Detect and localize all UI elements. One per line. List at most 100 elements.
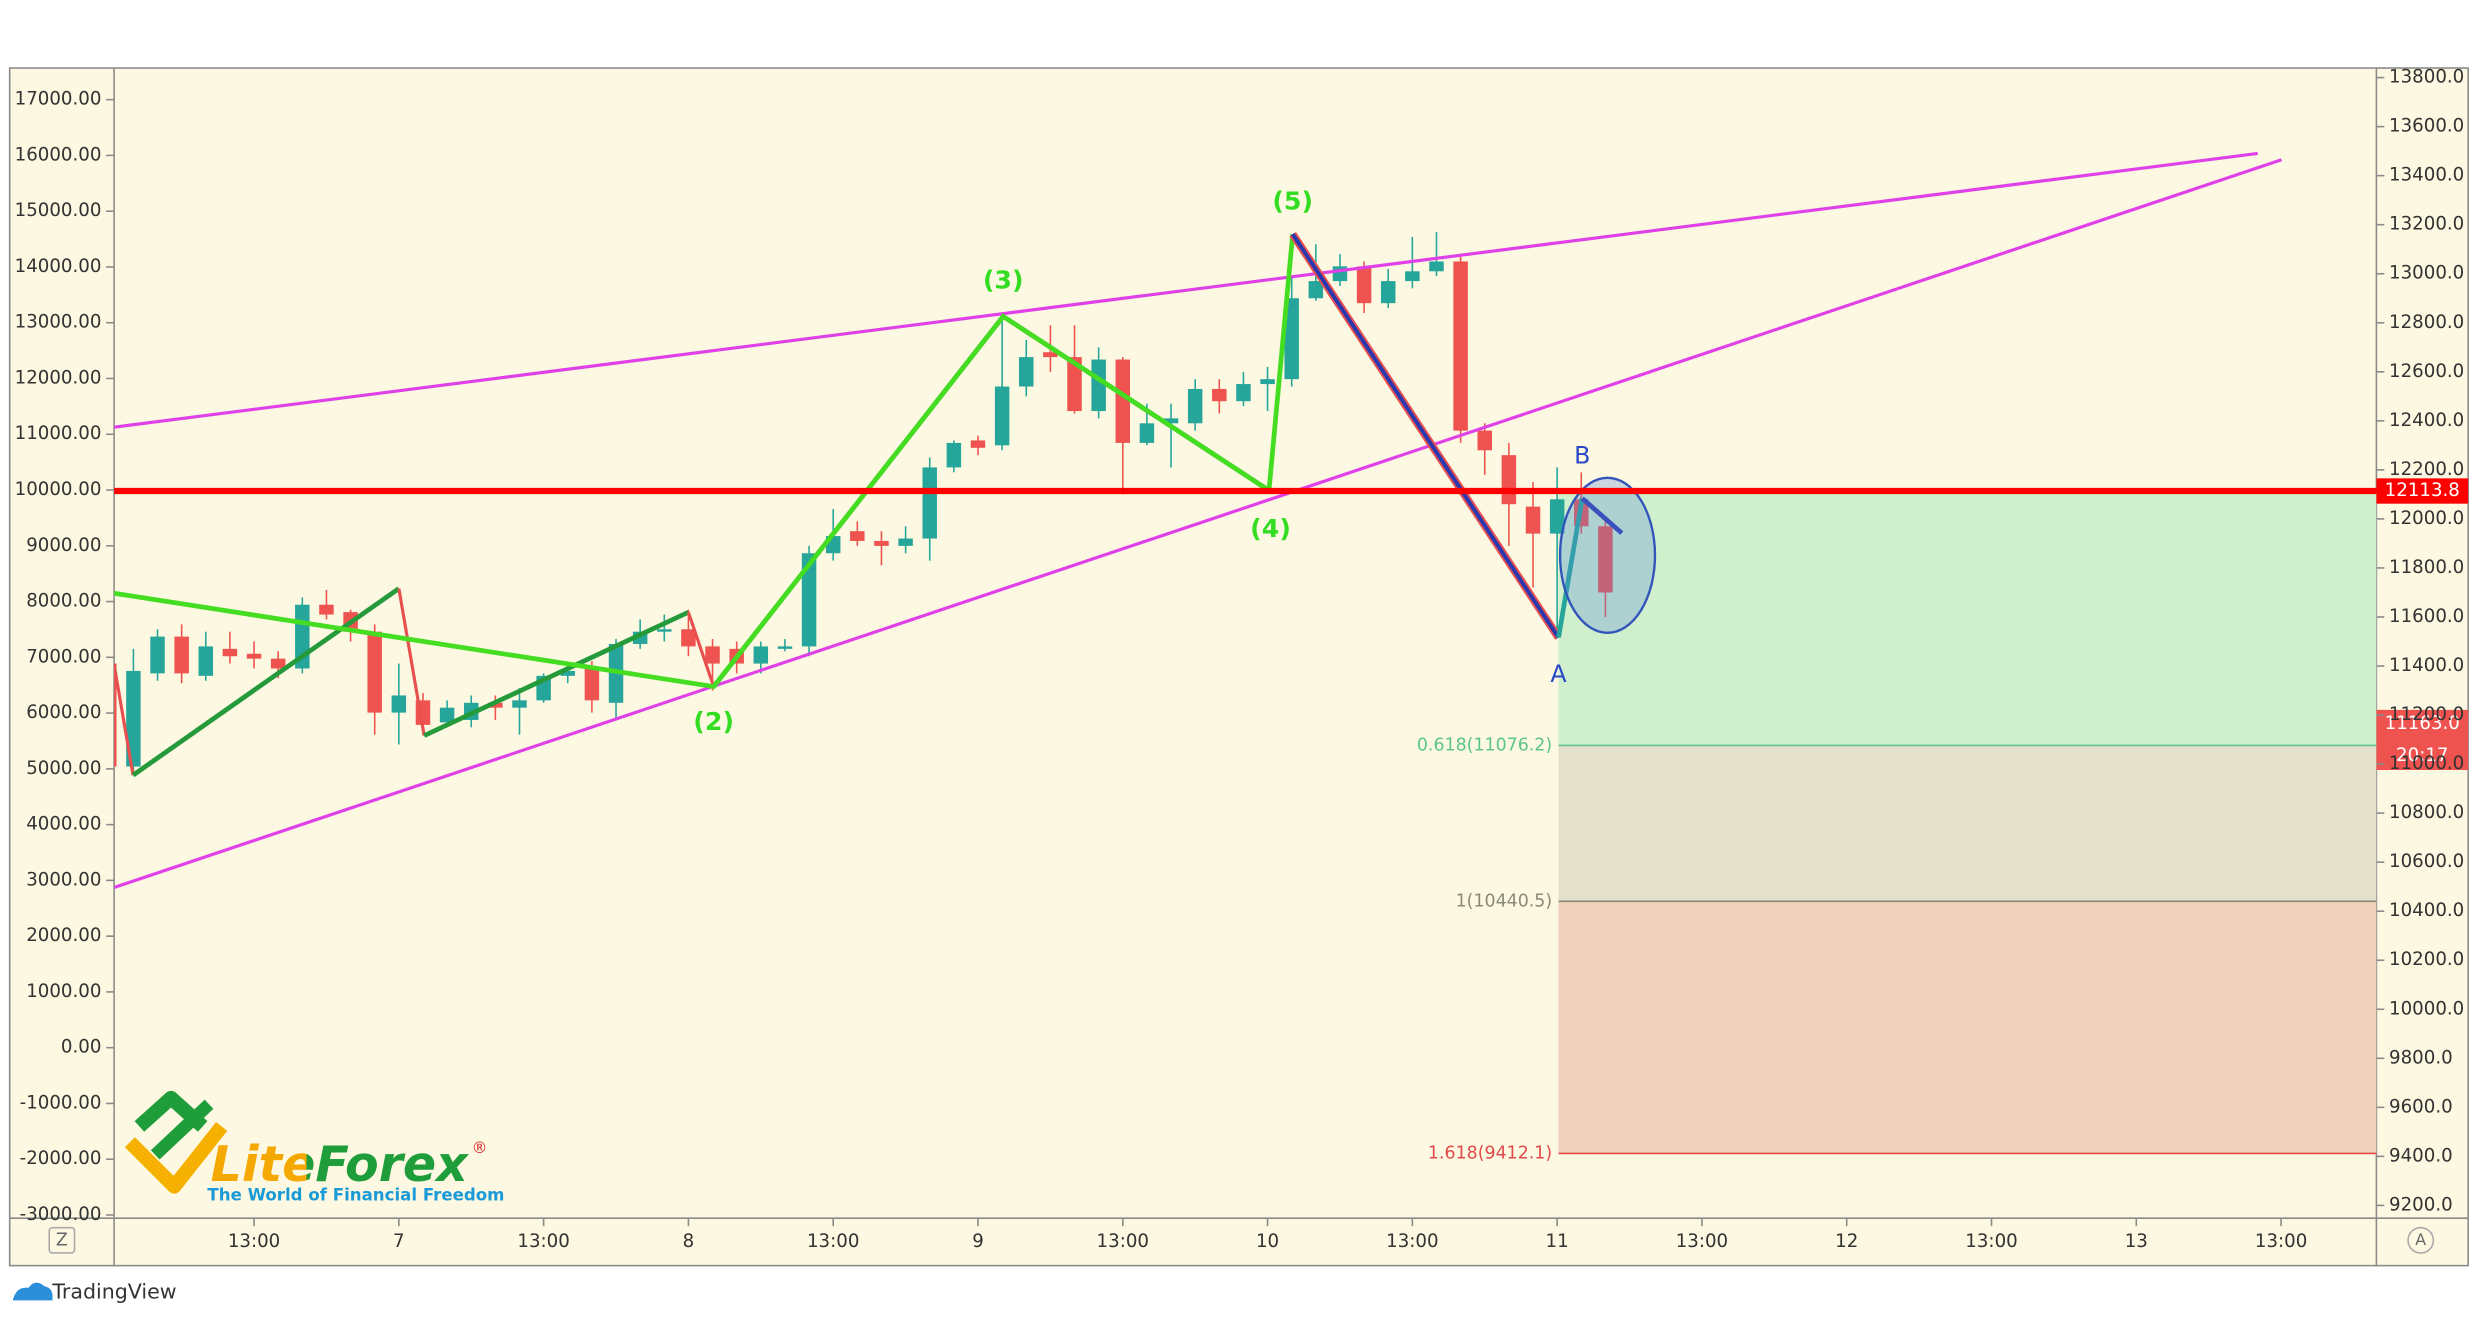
axis-button[interactable]: [2407, 1226, 2435, 1254]
wave-label: A: [1550, 660, 1567, 688]
y2-tick-label: 13000.0: [2389, 263, 2464, 284]
price-label-box: [2376, 478, 2469, 504]
y-tick-label: -3000.00: [20, 1204, 102, 1225]
y-tick-label: 3000.00: [26, 869, 101, 890]
candle-body: [367, 631, 382, 713]
wave-label: (2): [693, 707, 734, 736]
fib-zone: [1558, 901, 2377, 1154]
y2-tick-label: 13400.0: [2389, 165, 2464, 186]
y2-tick-label: 13800.0: [2389, 67, 2464, 88]
y2-tick-label: 10800.0: [2389, 802, 2464, 823]
candle-body: [994, 386, 1010, 446]
y2-tick-label: 11200.0: [2389, 704, 2464, 725]
logo-chevron: [124, 1121, 228, 1194]
y2-tick-label: 9400.0: [2389, 1145, 2453, 1166]
wave-line: [423, 610, 690, 738]
candle-body: [1115, 359, 1131, 443]
axis-button-label[interactable]: A: [2415, 1230, 2426, 1249]
footer-brand[interactable]: TradingView: [51, 1280, 176, 1304]
candle-body: [1501, 455, 1517, 505]
wave-line: [686, 611, 716, 688]
candle-body: [753, 646, 769, 664]
candle-body: [174, 636, 189, 674]
y2-tick-label: 12400.0: [2389, 410, 2464, 431]
fib-zone: [1558, 491, 2377, 746]
candle-body: [1429, 261, 1444, 272]
candle-body: [1284, 298, 1299, 380]
candle-body: [1598, 526, 1613, 593]
y2-tick-label: 11400.0: [2389, 655, 2464, 676]
candle-body: [1549, 499, 1565, 534]
logo-mark: ®: [472, 1138, 488, 1157]
logo-stroke: [150, 1099, 214, 1160]
candle-body: [898, 538, 913, 546]
fib-label: 0.618(11076.2): [1417, 735, 1552, 755]
y-tick-label: 8000.00: [26, 591, 101, 612]
candle-body: [874, 540, 889, 546]
x-tick-label: 13:00: [1965, 1231, 2017, 1252]
axis-button[interactable]: [48, 1226, 76, 1254]
fib-label: 1(10440.5): [1456, 891, 1553, 911]
correction-wave: [1580, 496, 1624, 535]
y-tick-label: 1000.00: [26, 981, 101, 1002]
candle-body: [1043, 352, 1058, 358]
levels: 0.618(11076.2) 1(10440.5) 1.618(9412.1) 121…: [114, 478, 2469, 1163]
wave-label: B: [1574, 442, 1590, 470]
x-tick-label: 12: [1835, 1231, 1858, 1252]
candle-body: [705, 646, 720, 664]
correction-wave: [1291, 233, 1561, 639]
y-tick-label: 16000.00: [15, 144, 102, 165]
candle-body: [198, 646, 214, 676]
y2-tick-label: 9200.0: [2389, 1194, 2453, 1215]
candle-body: [1260, 379, 1275, 385]
candle-body: [946, 442, 962, 468]
candle-body: [1091, 359, 1106, 412]
candle-body: [319, 604, 334, 615]
y2-tick-label: 11600.0: [2389, 606, 2464, 627]
candle-body: [1405, 271, 1420, 282]
drawings: [114, 151, 2282, 890]
candle-body: [512, 700, 527, 708]
candle-body: [1212, 388, 1227, 402]
candle-body: [681, 629, 696, 647]
y-tick-label: 2000.00: [26, 925, 101, 946]
highlight-ellipse: [1558, 476, 1657, 635]
candle-body: [1236, 384, 1251, 402]
wave-label: (3): [983, 266, 1024, 295]
candle-body: [114, 663, 117, 767]
y2-tick-label: 13600.0: [2389, 116, 2464, 137]
x-tick-label: 9: [972, 1231, 984, 1252]
wave-line: [114, 664, 135, 776]
y2-tick-label: 11800.0: [2389, 557, 2464, 578]
fib-label: 1.618(9412.1): [1428, 1143, 1552, 1163]
channel-upper: [114, 151, 2258, 429]
x-tick-label: 13:00: [228, 1231, 280, 1252]
y-tick-label: -1000.00: [20, 1092, 102, 1113]
x-tick-label: 13:00: [1097, 1231, 1149, 1252]
candle-body: [1453, 261, 1468, 431]
logo: LiteForex ® The World of Financial Freed…: [124, 1090, 504, 1205]
candle-body: [1019, 357, 1034, 387]
candle-body: [391, 695, 407, 713]
y-tick-label: 6000.00: [26, 702, 101, 723]
y-tick-label: 4000.00: [26, 814, 101, 835]
candle-body: [801, 553, 817, 647]
axis-button-label[interactable]: Z: [56, 1230, 68, 1250]
x-tick-label: 13:00: [517, 1231, 569, 1252]
x-tick-label: 11: [1546, 1231, 1569, 1252]
countdown: 20:17: [2396, 745, 2448, 766]
y2-tick-label: 12600.0: [2389, 361, 2464, 382]
y2-tick-label: 13200.0: [2389, 214, 2464, 235]
x-tick-label: 10: [1256, 1231, 1279, 1252]
candle-body: [657, 629, 672, 632]
last-price-label: 11163.0: [2385, 713, 2460, 734]
x-tick-label: 13: [2125, 1231, 2148, 1252]
fib-zone: [1558, 745, 2377, 902]
candle-body: [270, 658, 286, 669]
x-tick-label: 13:00: [1386, 1231, 1438, 1252]
candle-body: [150, 636, 165, 674]
candle-body: [1356, 266, 1372, 304]
x-tick-label: 13:00: [2255, 1231, 2307, 1252]
